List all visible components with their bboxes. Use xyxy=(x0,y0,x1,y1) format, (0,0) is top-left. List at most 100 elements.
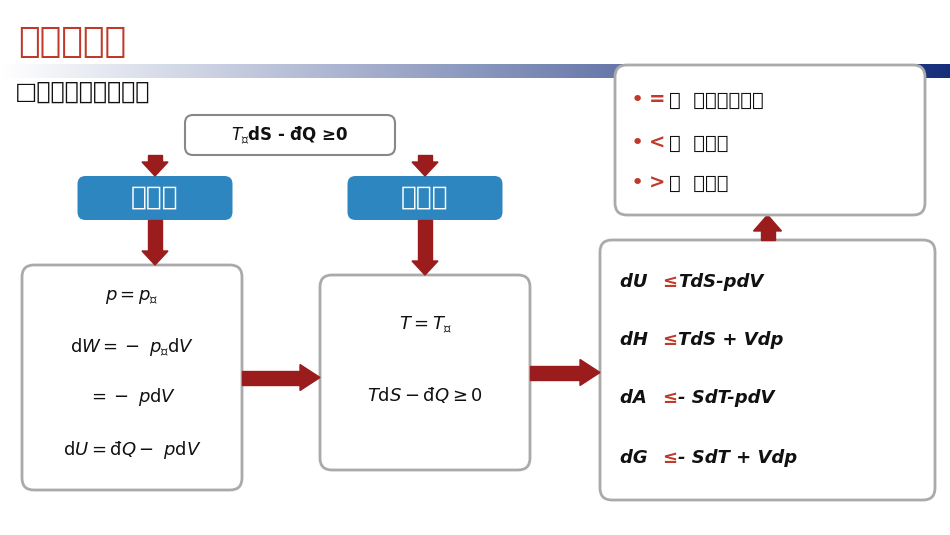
Bar xyxy=(502,64,503,78)
Bar xyxy=(938,64,939,78)
Bar xyxy=(571,64,572,78)
Bar xyxy=(833,64,834,78)
Bar xyxy=(485,64,486,78)
Bar xyxy=(434,64,435,78)
Bar xyxy=(862,64,863,78)
Bar xyxy=(114,64,115,78)
Bar xyxy=(661,64,662,78)
Bar xyxy=(825,64,826,78)
Bar xyxy=(61,64,62,78)
Bar xyxy=(81,64,82,78)
Bar xyxy=(442,64,443,78)
Bar xyxy=(456,64,457,78)
Bar xyxy=(480,64,481,78)
Text: 力平衡: 力平衡 xyxy=(131,185,179,211)
Bar xyxy=(517,64,518,78)
Bar xyxy=(351,64,352,78)
Bar xyxy=(918,64,919,78)
Bar xyxy=(347,64,348,78)
Bar xyxy=(861,64,862,78)
Bar xyxy=(741,64,742,78)
Bar xyxy=(202,64,203,78)
Bar xyxy=(892,64,893,78)
Bar xyxy=(76,64,77,78)
Bar xyxy=(235,64,236,78)
Bar xyxy=(538,64,539,78)
Bar xyxy=(619,64,620,78)
Bar xyxy=(318,64,319,78)
Bar xyxy=(511,64,512,78)
Bar xyxy=(719,64,720,78)
Bar xyxy=(518,64,519,78)
Bar xyxy=(734,64,735,78)
Bar xyxy=(643,64,644,78)
Bar xyxy=(391,64,392,78)
Bar xyxy=(405,64,406,78)
Bar xyxy=(509,64,510,78)
Bar xyxy=(858,64,859,78)
Bar xyxy=(352,64,353,78)
Bar xyxy=(761,64,762,78)
Bar xyxy=(616,64,617,78)
Bar xyxy=(620,64,621,78)
Bar xyxy=(880,64,881,78)
Bar xyxy=(436,64,437,78)
Bar xyxy=(949,64,950,78)
Bar xyxy=(947,64,948,78)
Bar xyxy=(934,64,935,78)
Bar xyxy=(513,64,514,78)
Bar xyxy=(566,64,567,78)
Bar xyxy=(40,64,41,78)
Bar xyxy=(291,64,292,78)
Bar xyxy=(146,64,147,78)
Bar xyxy=(411,64,412,78)
Bar xyxy=(769,64,770,78)
Bar xyxy=(375,64,376,78)
Bar xyxy=(392,64,393,78)
Text: TdS + Vdp: TdS + Vdp xyxy=(678,331,784,349)
Bar xyxy=(686,64,687,78)
Bar xyxy=(824,64,825,78)
Bar xyxy=(868,64,869,78)
Bar xyxy=(653,64,654,78)
Bar xyxy=(225,64,226,78)
Bar xyxy=(499,64,500,78)
Bar xyxy=(437,64,438,78)
Bar xyxy=(67,64,68,78)
Bar xyxy=(32,64,33,78)
Bar xyxy=(586,64,587,78)
Bar xyxy=(174,64,175,78)
Bar xyxy=(558,64,559,78)
Bar xyxy=(705,64,706,78)
Bar xyxy=(35,64,36,78)
Bar xyxy=(42,64,43,78)
Bar xyxy=(243,64,244,78)
Text: dU: dU xyxy=(620,273,654,291)
Bar xyxy=(410,64,411,78)
Bar xyxy=(37,64,38,78)
Bar xyxy=(387,64,388,78)
Bar xyxy=(233,64,234,78)
Bar xyxy=(3,64,4,78)
Bar xyxy=(791,64,792,78)
Bar xyxy=(393,64,394,78)
Bar xyxy=(386,64,387,78)
Bar xyxy=(210,64,211,78)
Bar xyxy=(122,64,123,78)
Bar xyxy=(585,64,586,78)
Bar xyxy=(31,64,32,78)
Bar xyxy=(555,64,556,78)
Bar xyxy=(285,64,286,78)
Bar xyxy=(672,64,673,78)
Bar xyxy=(904,64,905,78)
Bar xyxy=(220,64,221,78)
Bar xyxy=(27,64,28,78)
Bar xyxy=(118,64,119,78)
Bar xyxy=(540,64,541,78)
Bar xyxy=(664,64,665,78)
Bar xyxy=(851,64,852,78)
Bar xyxy=(815,64,816,78)
Bar xyxy=(423,64,424,78)
Text: •: • xyxy=(631,133,644,153)
Bar xyxy=(860,64,861,78)
